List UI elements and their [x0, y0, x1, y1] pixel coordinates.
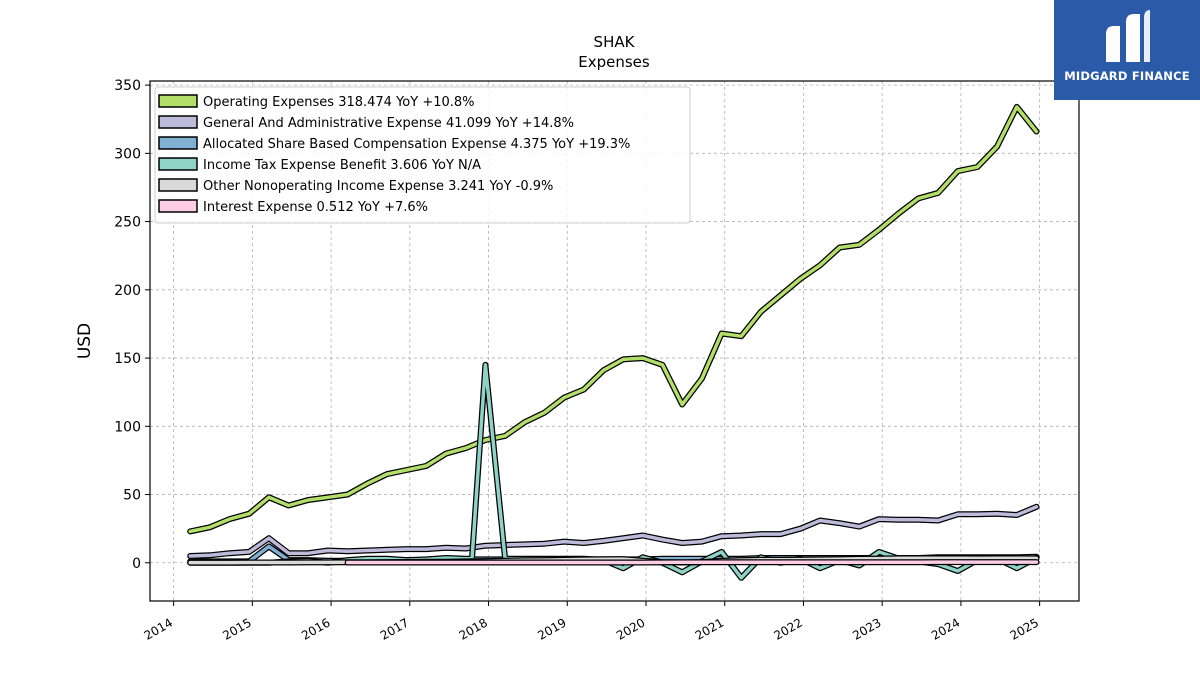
chart-subtitle: Expenses	[578, 53, 650, 71]
brand-logo-icon	[1106, 10, 1150, 62]
series-line-outline-3	[187, 361, 1040, 581]
y-tick-label: 100	[114, 419, 141, 435]
y-tick-label: 150	[114, 351, 141, 367]
legend-label-4: Other Nonoperating Income Expense 3.241 …	[203, 179, 553, 194]
legend-swatch-4	[158, 178, 198, 192]
legend-box	[154, 86, 691, 224]
y-tick-label: 250	[114, 215, 141, 231]
y-tick-label: 350	[114, 78, 141, 94]
series-line-3	[188, 363, 1039, 580]
y-tick-label: 300	[114, 146, 141, 162]
y-tick-label: 0	[132, 556, 141, 572]
y-tick-label: 50	[123, 488, 141, 504]
x-tick-label: 2024	[929, 615, 962, 642]
x-tick-label: 2017	[378, 615, 411, 642]
x-tick-label: 2021	[693, 615, 726, 642]
brand-name: MIDGARD FINANCE	[1064, 69, 1190, 83]
legend-swatch-2	[158, 136, 198, 150]
legend-label-0: Operating Expenses 318.474 YoY +10.8%	[203, 95, 475, 110]
y-axis-label: USD	[75, 323, 95, 359]
series-lines	[187, 103, 1040, 581]
legend-label-1: General And Administrative Expense 41.09…	[203, 116, 574, 131]
x-tick-label: 2014	[142, 615, 175, 642]
x-tick-label: 2018	[457, 615, 490, 642]
legend-swatch-3	[158, 157, 198, 171]
x-tick-label: 2022	[771, 615, 804, 642]
legend-label-2: Allocated Share Based Compensation Expen…	[203, 137, 630, 152]
series-line-outline-1	[187, 503, 1040, 559]
legend-swatch-5	[158, 199, 198, 213]
legend: Operating Expenses 318.474 YoY +10.8% Gen…	[154, 86, 691, 224]
brand-logo: MIDGARD FINANCE	[1054, 0, 1200, 100]
x-tick-label: 2025	[1008, 615, 1041, 642]
x-tick-label: 2015	[220, 615, 253, 642]
plot-frame	[149, 80, 1080, 602]
series-line-1	[188, 505, 1039, 558]
legend-swatch-1	[158, 115, 198, 129]
x-tick-label: 2016	[299, 615, 332, 642]
x-tick-label: 2020	[614, 615, 647, 642]
series-line-4	[188, 556, 1039, 565]
y-tick-label: 200	[114, 283, 141, 299]
legend-label-5: Interest Expense 0.512 YoY +7.6%	[203, 200, 428, 215]
chart-title: SHAK	[594, 33, 636, 51]
series-line-0	[188, 105, 1039, 534]
x-tick-label: 2023	[850, 615, 883, 642]
legend-swatch-0	[158, 94, 198, 108]
x-tick-label: 2019	[535, 615, 568, 642]
legend-label-3: Income Tax Expense Benefit 3.606 YoY N/A	[203, 158, 481, 173]
grid	[150, 81, 1079, 601]
